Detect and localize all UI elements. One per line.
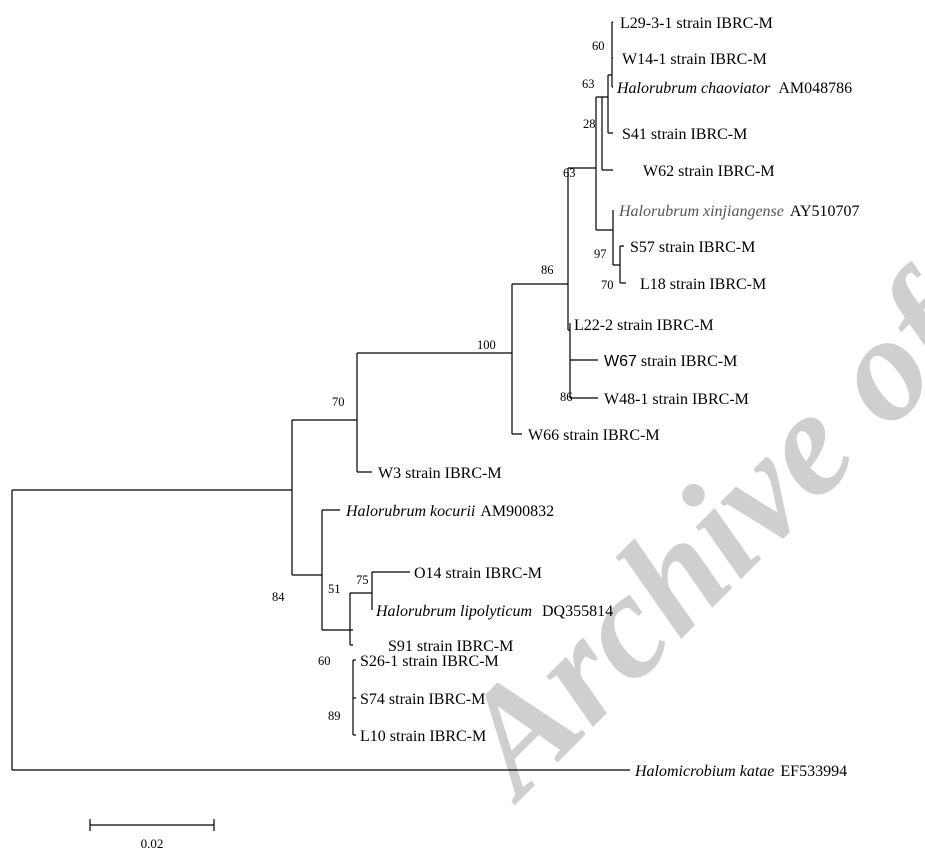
leaf-s74: S74 strain IBRC-M xyxy=(360,691,485,708)
bootstrap-value: 60 xyxy=(592,39,605,53)
bootstrap-value: 89 xyxy=(328,709,341,723)
branch-node-84 xyxy=(291,419,357,576)
branch-node-86b xyxy=(569,323,598,399)
leaf-hxin: Halorubrum xinjiangense AY510707 xyxy=(618,203,860,220)
leaf-hkoc: Halorubrum kocurii AM900832 xyxy=(345,503,554,520)
leaf-l10: L10 strain IBRC-M xyxy=(360,728,486,745)
leaf-w48: W48-1 strain IBRC-M xyxy=(604,391,749,408)
bootstrap-values: 60 63 28 63 97 70 86 100 86 70 75 51 84 … xyxy=(272,39,614,723)
branch-node-60 xyxy=(608,21,613,88)
leaf-l18: L18 strain IBRC-M xyxy=(640,276,766,293)
branch-node-28 xyxy=(601,97,613,171)
leaf-s57: S57 strain IBRC-M xyxy=(630,239,755,256)
leaf-w3: W3 strain IBRC-M xyxy=(378,465,502,482)
leaf-s26: S26-1 strain IBRC-M xyxy=(360,653,499,670)
leaf-w62: W62 strain IBRC-M xyxy=(643,163,775,180)
bootstrap-value: 97 xyxy=(594,247,607,261)
leaf-hchao: Halorubrum chaoviator AM048786 xyxy=(616,80,852,97)
scale-bar: 0.02 xyxy=(89,819,215,850)
leaf-l22: L22-2 strain IBRC-M xyxy=(574,317,714,334)
bootstrap-value: 28 xyxy=(583,117,596,131)
leaf-w66: W66 strain IBRC-M xyxy=(528,427,660,444)
bootstrap-value: 63 xyxy=(563,166,576,180)
branch-node-100 xyxy=(511,283,568,435)
leaf-hkat: Halomicrobium katae EF533994 xyxy=(634,763,847,780)
bootstrap-value: 86 xyxy=(560,390,573,404)
leaf-w67: W67 strain IBRC-M xyxy=(604,353,737,370)
branch-node-63 xyxy=(595,96,613,231)
leaf-s91: S91 strain IBRC-M xyxy=(388,638,513,655)
bootstrap-value: 63 xyxy=(582,77,595,91)
branch-node-75 xyxy=(349,592,372,646)
branch-node-63b xyxy=(602,75,613,134)
scale-bar-line xyxy=(89,819,215,831)
bootstrap-value: 51 xyxy=(328,582,341,596)
bootstrap-value: 75 xyxy=(356,573,369,587)
leaf-w14: W14-1 strain IBRC-M xyxy=(622,51,767,68)
bootstrap-value: 86 xyxy=(541,263,554,277)
bootstrap-value: 60 xyxy=(318,654,331,668)
root-branch xyxy=(11,489,630,771)
bootstrap-value: 70 xyxy=(332,395,345,409)
branch-node-97 xyxy=(612,210,626,284)
leaf-hlip: Halorubrum lipolyticum DQ355814 xyxy=(375,603,613,620)
branch-o14 xyxy=(371,571,410,610)
bootstrap-value: 84 xyxy=(272,590,285,604)
leaf-s41: S41 strain IBRC-M xyxy=(622,126,747,143)
tree-branches xyxy=(11,21,630,771)
branch-node-51 xyxy=(321,509,350,631)
branch-node-86 xyxy=(567,167,596,331)
bootstrap-value: 70 xyxy=(601,278,614,292)
leaf-labels: L29-3-1 strain IBRC-M W14-1 strain IBRC-… xyxy=(345,15,860,780)
leaf-l29: L29-3-1 strain IBRC-M xyxy=(620,15,773,32)
scale-bar-label: 0.02 xyxy=(141,836,164,850)
leaf-o14: O14 strain IBRC-M xyxy=(414,565,542,582)
branch-node-70 xyxy=(356,352,512,473)
bootstrap-value: 100 xyxy=(477,338,496,352)
branch-node-89 xyxy=(350,629,356,736)
